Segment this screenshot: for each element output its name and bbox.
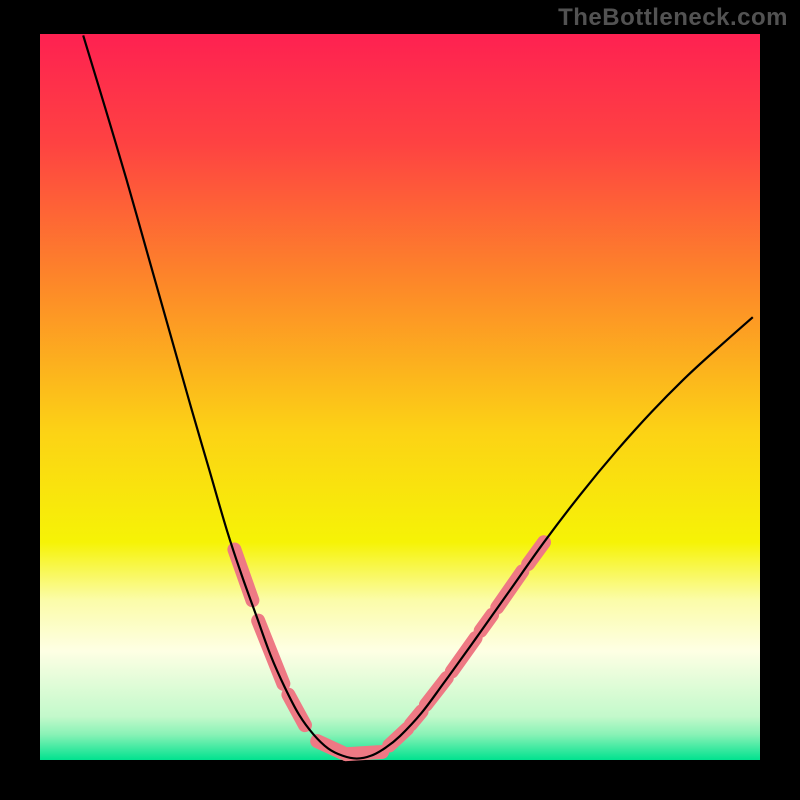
plot-background xyxy=(40,34,760,760)
watermark-text: TheBottleneck.com xyxy=(558,4,788,32)
chart-svg xyxy=(0,0,800,800)
chart-container: TheBottleneck.com xyxy=(0,0,800,800)
